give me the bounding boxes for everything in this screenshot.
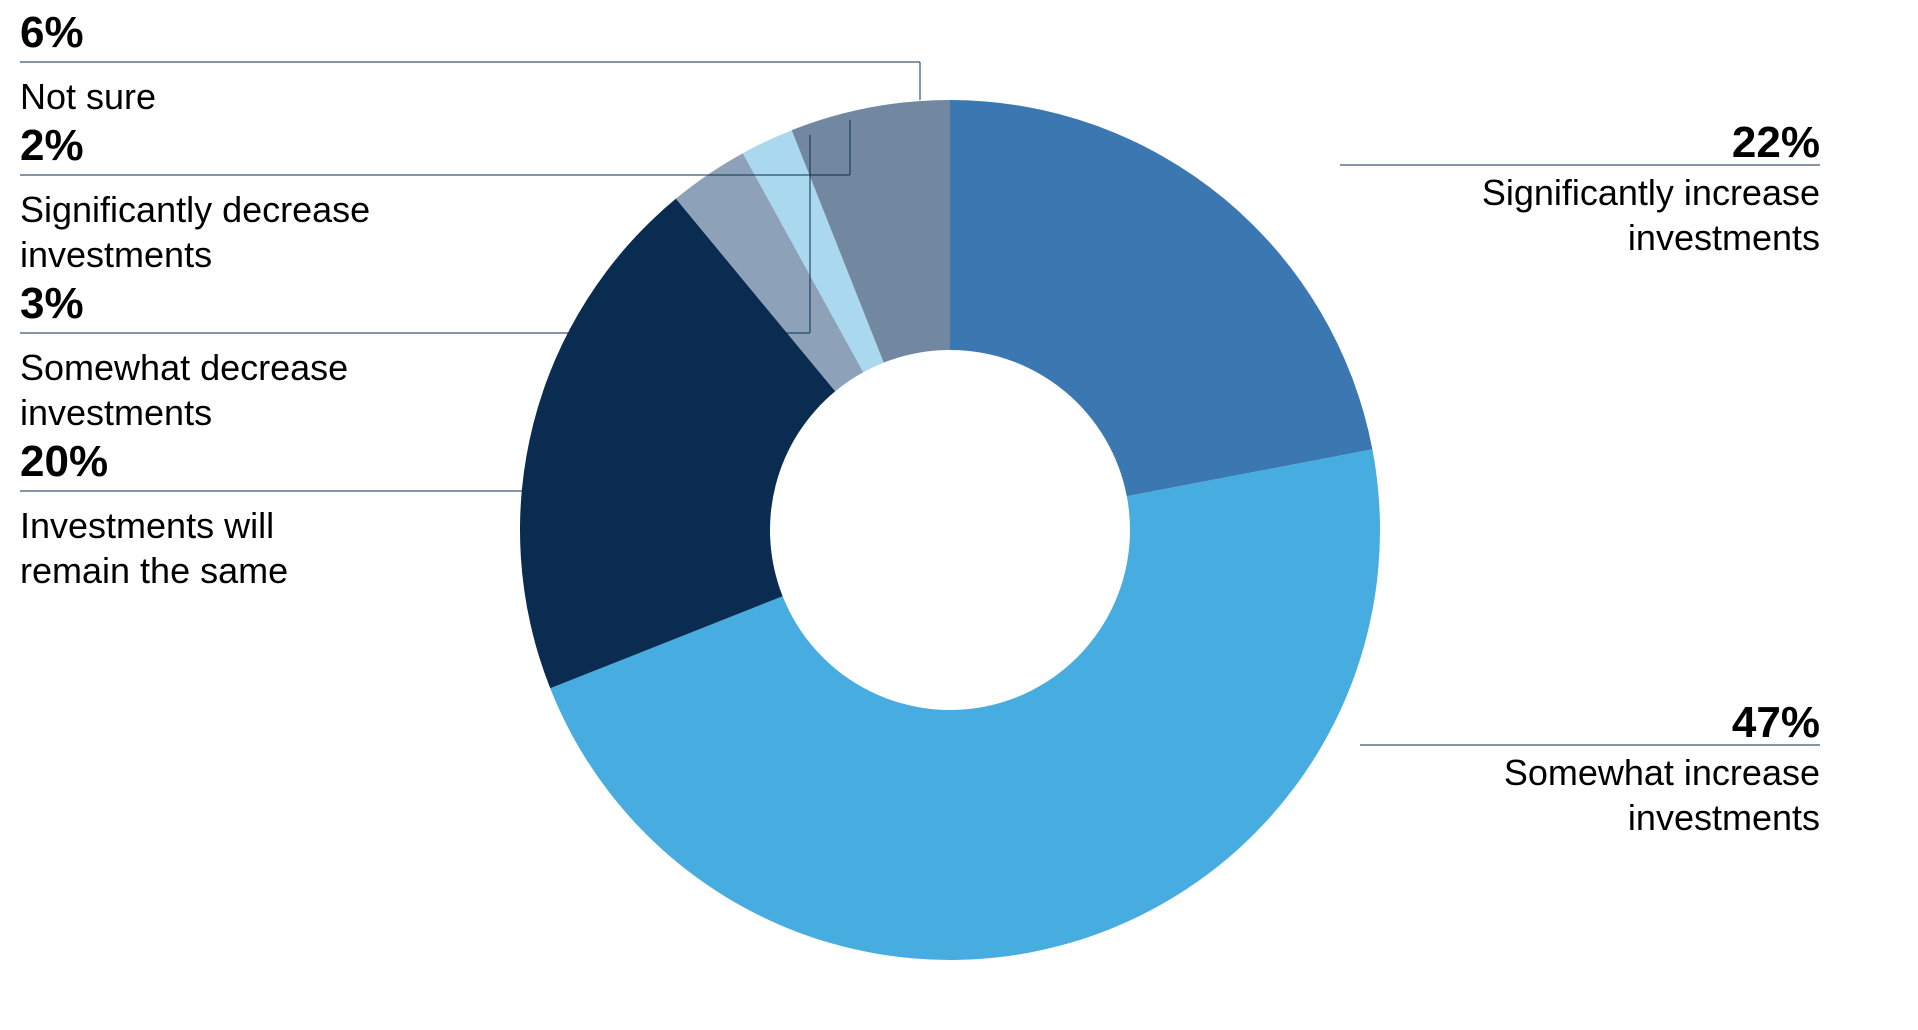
pct-some-decrease: 3%	[20, 276, 84, 331]
pct-sig-decrease: 2%	[20, 118, 84, 173]
pct-not-sure: 6%	[20, 5, 84, 60]
donut-chart: 22% Significantly increaseinvestments 47…	[0, 0, 1918, 1030]
desc-some-decrease: Somewhat decreaseinvestments	[20, 345, 348, 435]
label-some-increase: 47% Somewhat increaseinvestments	[1504, 695, 1820, 840]
pct-remain-same: 20%	[20, 434, 108, 489]
desc-remain-same: Investments willremain the same	[20, 503, 288, 593]
desc-remain-same-wrap: Investments willremain the same	[20, 503, 288, 593]
pct-some-increase: 47%	[1504, 695, 1820, 750]
desc-not-sure: Not sure	[20, 74, 156, 119]
label-not-sure: 6%	[20, 5, 84, 60]
desc-sig-decrease-wrap: Significantly decreaseinvestments	[20, 187, 370, 277]
label-remain-same: 20%	[20, 434, 108, 489]
desc-sig-increase: Significantly increaseinvestments	[1482, 170, 1820, 260]
label-some-decrease: 3%	[20, 276, 84, 331]
desc-some-increase: Somewhat increaseinvestments	[1504, 750, 1820, 840]
desc-sig-decrease: Significantly decreaseinvestments	[20, 187, 370, 277]
desc-some-decrease-wrap: Somewhat decreaseinvestments	[20, 345, 348, 435]
desc-not-sure-wrap: Not sure	[20, 74, 156, 119]
pct-sig-increase: 22%	[1482, 115, 1820, 170]
label-sig-decrease: 2%	[20, 118, 84, 173]
label-sig-increase: 22% Significantly increaseinvestments	[1482, 115, 1820, 260]
